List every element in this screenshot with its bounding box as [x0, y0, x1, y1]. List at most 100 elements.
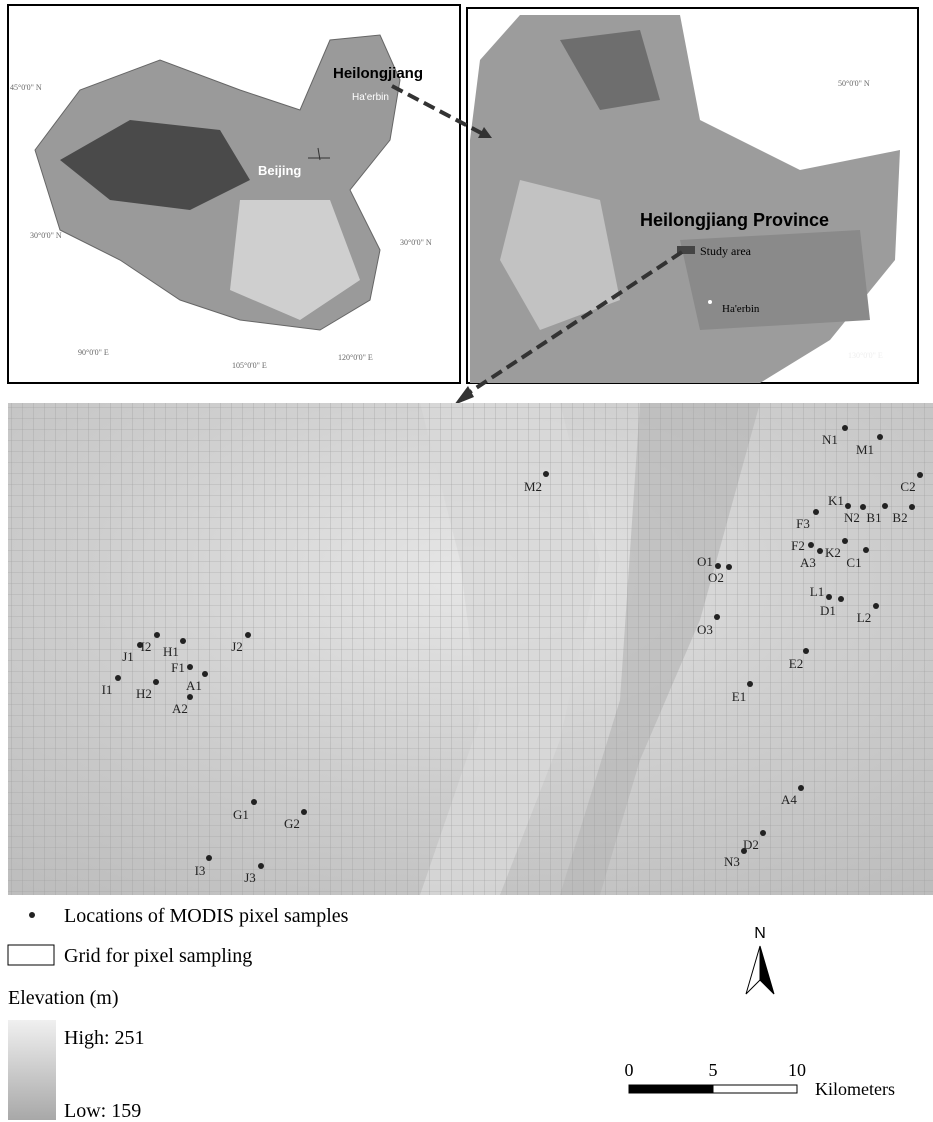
scale-tick: 0	[625, 1060, 634, 1080]
sample-point	[543, 471, 549, 477]
sample-label: G1	[233, 807, 249, 822]
sample-point	[258, 863, 264, 869]
sample-label: B1	[866, 510, 881, 525]
legend-label: Grid for pixel sampling	[64, 945, 252, 967]
north-label: N	[754, 925, 766, 942]
graticule-label: 130°0'0" E	[848, 351, 883, 360]
sample-point	[154, 632, 160, 638]
sample-label: O2	[708, 570, 724, 585]
sample-point	[842, 538, 848, 544]
sample-point	[863, 547, 869, 553]
scale-tick: 10	[788, 1060, 806, 1080]
sample-point	[187, 664, 193, 670]
sample-label: N3	[724, 854, 740, 869]
sample-point	[251, 799, 257, 805]
sample-label: K2	[825, 545, 841, 560]
sample-point	[187, 694, 193, 700]
sample-point	[715, 563, 721, 569]
sample-label: K1	[828, 493, 844, 508]
sample-point	[838, 596, 844, 602]
sample-label: H1	[163, 644, 179, 659]
sample-label: M1	[856, 442, 874, 457]
scale-unit: Kilometers	[815, 1079, 895, 1099]
sample-point	[826, 594, 832, 600]
sample-point	[803, 648, 809, 654]
label: Heilongjiang	[333, 65, 423, 82]
sample-label: A1	[186, 678, 202, 693]
graticule-label: 50°0'0" N	[838, 79, 870, 88]
sample-point	[845, 503, 851, 509]
sample-label: J3	[244, 870, 256, 885]
sample-label: F2	[791, 538, 805, 553]
sample-label: C1	[846, 555, 861, 570]
graticule-label: 30°0'0" N	[30, 231, 62, 240]
legend-label: Locations of MODIS pixel samples	[64, 905, 349, 927]
sample-label: E1	[732, 689, 746, 704]
sample-point	[245, 632, 251, 638]
sample-label: J1	[122, 649, 134, 664]
sample-label: H2	[136, 686, 152, 701]
sample-point	[180, 638, 186, 644]
sample-point	[860, 504, 866, 510]
sample-point	[873, 603, 879, 609]
sample-point	[798, 785, 804, 791]
label: Study area	[700, 244, 752, 258]
sample-label: G2	[284, 816, 300, 831]
sample-label: O3	[697, 622, 713, 637]
sample-label: E2	[789, 656, 803, 671]
scale-bar: 0 5 10 Kilometers	[625, 1060, 895, 1099]
sample-label: I3	[195, 863, 206, 878]
legend-label: High: 251	[64, 1027, 145, 1049]
graticule-label: 30°0'0" N	[400, 238, 432, 247]
sample-point	[877, 434, 883, 440]
sample-point	[741, 848, 747, 854]
page: Heilongjiang Ha'erbin Beijing 45°0'0" N …	[0, 0, 933, 1122]
legend: Locations of MODIS pixel samples Grid fo…	[8, 905, 349, 1122]
graticule-label: 120°0'0" E	[338, 353, 373, 362]
sample-point	[882, 503, 888, 509]
sample-point	[808, 542, 814, 548]
sample-point	[202, 671, 208, 677]
sample-point	[206, 855, 212, 861]
legend-label: Low: 159	[64, 1100, 141, 1122]
label: Ha'erbin	[722, 303, 760, 315]
north-arrow: N	[746, 925, 774, 994]
scale-tick: 5	[709, 1060, 718, 1080]
sample-point	[842, 425, 848, 431]
sample-point	[917, 472, 923, 478]
graticule-label: 45°0'0" N	[10, 83, 42, 92]
sample-label: N1	[822, 432, 838, 447]
sample-point	[714, 614, 720, 620]
sample-point	[813, 509, 819, 515]
sample-label: B2	[892, 510, 907, 525]
inset-china: Heilongjiang Ha'erbin Beijing 45°0'0" N …	[8, 5, 460, 383]
sample-point	[115, 675, 121, 681]
graticule-label: 105°0'0" E	[232, 361, 267, 370]
label: Beijing	[258, 163, 301, 178]
legend-title: Elevation (m)	[8, 987, 119, 1009]
sample-label: A3	[800, 555, 816, 570]
sample-point	[909, 504, 915, 510]
inset-province: Heilongjiang Province Study area Ha'erbi…	[467, 8, 918, 383]
sample-label: N2	[844, 510, 860, 525]
sample-label: J2	[231, 639, 243, 654]
sample-point	[153, 679, 159, 685]
sample-label: D1	[820, 603, 836, 618]
graticule-label: 90°0'0" E	[78, 348, 109, 357]
sample-label: A2	[172, 701, 188, 716]
sample-point	[817, 548, 823, 554]
sample-label: O1	[697, 554, 713, 569]
sample-label: A4	[781, 792, 797, 807]
sample-label: L1	[810, 584, 824, 599]
sample-point	[747, 681, 753, 687]
title: Heilongjiang Province	[640, 210, 829, 230]
sample-point	[301, 809, 307, 815]
label: Ha'erbin	[352, 92, 389, 103]
sample-point	[137, 642, 143, 648]
sample-point	[760, 830, 766, 836]
sample-label: M2	[524, 479, 542, 494]
sample-label: L2	[857, 610, 871, 625]
sample-label: C2	[900, 479, 915, 494]
sample-label: F1	[171, 660, 185, 675]
